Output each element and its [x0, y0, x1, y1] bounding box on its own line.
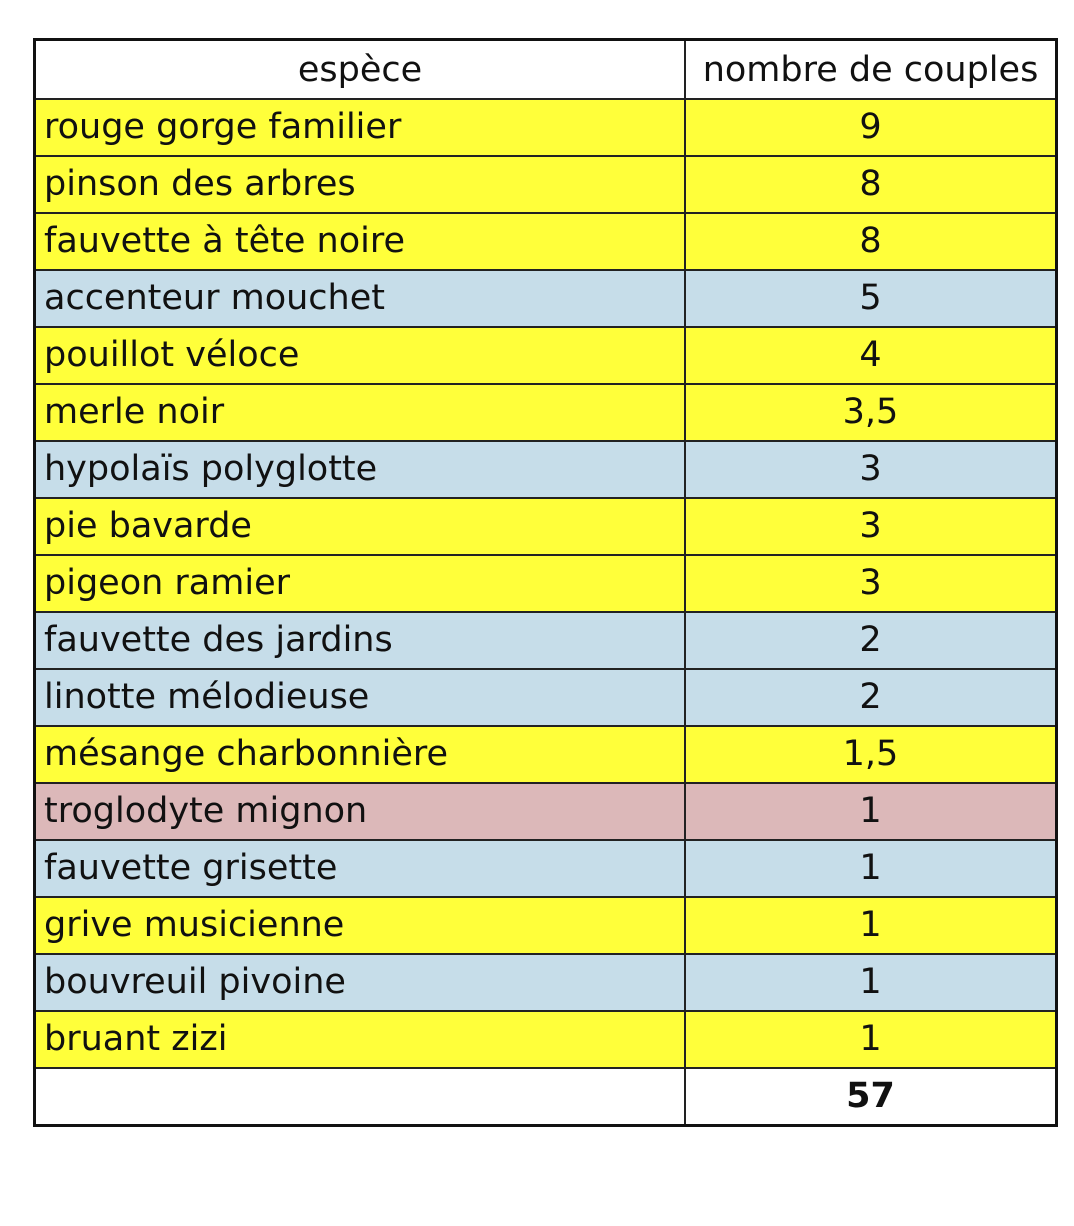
couples-cell: 2 — [684, 611, 1058, 670]
table-row: fauvette grisette 1 — [33, 839, 1058, 898]
couples-cell: 2 — [684, 668, 1058, 727]
species-cell: accenteur mouchet — [33, 269, 686, 328]
species-cell: pinson des arbres — [33, 155, 686, 214]
header-couples: nombre de couples — [684, 38, 1058, 100]
table-row: fauvette à tête noire 8 — [33, 212, 1058, 271]
species-cell: bruant zizi — [33, 1010, 686, 1069]
table-row: grive musicienne 1 — [33, 896, 1058, 955]
species-cell: fauvette à tête noire — [33, 212, 686, 271]
species-cell: rouge gorge familier — [33, 98, 686, 157]
couples-cell: 5 — [684, 269, 1058, 328]
table-row: accenteur mouchet 5 — [33, 269, 1058, 328]
table-body: rouge gorge familier 9 pinson des arbres 8 f… — [33, 98, 1058, 1127]
species-cell: linotte mélodieuse — [33, 668, 686, 727]
species-cell: merle noir — [33, 383, 686, 442]
species-cell: pigeon ramier — [33, 554, 686, 613]
couples-cell: 1 — [684, 953, 1058, 1012]
species-cell: troglodyte mignon — [33, 782, 686, 841]
couples-cell: 1 — [684, 1010, 1058, 1069]
table-row: merle noir 3,5 — [33, 383, 1058, 442]
table-row: fauvette des jardins 2 — [33, 611, 1058, 670]
couples-cell: 1,5 — [684, 725, 1058, 784]
table-row: pie bavarde 3 — [33, 497, 1058, 556]
couples-cell: 3 — [684, 440, 1058, 499]
couples-cell: 8 — [684, 155, 1058, 214]
species-table: espèce nombre de couples rouge gorge fam… — [33, 38, 1058, 1127]
total-label-cell — [33, 1067, 686, 1127]
species-cell: pouillot véloce — [33, 326, 686, 385]
couples-cell: 1 — [684, 839, 1058, 898]
couples-cell: 1 — [684, 782, 1058, 841]
table-row: mésange charbonnière 1,5 — [33, 725, 1058, 784]
table-row: pigeon ramier 3 — [33, 554, 1058, 613]
couples-cell: 1 — [684, 896, 1058, 955]
species-cell: mésange charbonnière — [33, 725, 686, 784]
couples-cell: 4 — [684, 326, 1058, 385]
couples-cell: 3 — [684, 497, 1058, 556]
header-species: espèce — [33, 38, 686, 100]
species-cell: fauvette grisette — [33, 839, 686, 898]
table-row: bouvreuil pivoine 1 — [33, 953, 1058, 1012]
table-row: pinson des arbres 8 — [33, 155, 1058, 214]
total-value-cell: 57 — [684, 1067, 1058, 1127]
couples-cell: 3,5 — [684, 383, 1058, 442]
table-row: pouillot véloce 4 — [33, 326, 1058, 385]
couples-cell: 3 — [684, 554, 1058, 613]
species-cell: fauvette des jardins — [33, 611, 686, 670]
couples-cell: 8 — [684, 212, 1058, 271]
couples-cell: 9 — [684, 98, 1058, 157]
table-row: bruant zizi 1 — [33, 1010, 1058, 1069]
total-row: 57 — [33, 1067, 1058, 1127]
species-cell: grive musicienne — [33, 896, 686, 955]
species-cell: bouvreuil pivoine — [33, 953, 686, 1012]
table-row: troglodyte mignon 1 — [33, 782, 1058, 841]
table-row: linotte mélodieuse 2 — [33, 668, 1058, 727]
species-cell: pie bavarde — [33, 497, 686, 556]
table-row: hypolaïs polyglotte 3 — [33, 440, 1058, 499]
table-row: rouge gorge familier 9 — [33, 98, 1058, 157]
species-cell: hypolaïs polyglotte — [33, 440, 686, 499]
header-row: espèce nombre de couples — [33, 38, 1058, 100]
